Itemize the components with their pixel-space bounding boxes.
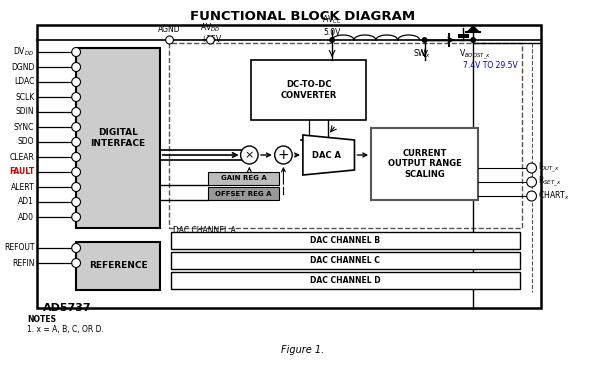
Circle shape bbox=[72, 138, 80, 146]
Text: AV$_{DD}$
+15V: AV$_{DD}$ +15V bbox=[200, 21, 221, 44]
Circle shape bbox=[72, 62, 80, 72]
Bar bbox=[208, 172, 278, 185]
Text: CHART$_x$: CHART$_x$ bbox=[539, 190, 570, 202]
Circle shape bbox=[72, 123, 80, 131]
Bar bbox=[169, 43, 522, 228]
Text: DAC CHANNEL B: DAC CHANNEL B bbox=[310, 236, 380, 245]
Circle shape bbox=[72, 47, 80, 57]
Text: SDIN: SDIN bbox=[16, 108, 34, 116]
Text: REFERENCE: REFERENCE bbox=[88, 261, 148, 270]
Polygon shape bbox=[467, 26, 479, 32]
Bar bbox=[208, 187, 278, 200]
Text: SW$_x$: SW$_x$ bbox=[413, 48, 431, 61]
Text: 1. x = A, B, C, OR D.: 1. x = A, B, C, OR D. bbox=[28, 325, 104, 334]
Text: V$_{BOOST\_x}$: V$_{BOOST\_x}$ bbox=[459, 48, 491, 62]
Circle shape bbox=[72, 92, 80, 101]
Circle shape bbox=[72, 243, 80, 253]
Text: SCLK: SCLK bbox=[15, 92, 34, 101]
Bar bbox=[251, 60, 366, 120]
Circle shape bbox=[329, 37, 335, 43]
Text: R$_{SET\_x}$: R$_{SET\_x}$ bbox=[539, 175, 562, 189]
Text: DC-TO-DC
CONVERTER: DC-TO-DC CONVERTER bbox=[280, 80, 337, 100]
Circle shape bbox=[241, 146, 258, 164]
Text: CLEAR: CLEAR bbox=[9, 153, 34, 161]
Text: REFIN: REFIN bbox=[12, 258, 34, 268]
Circle shape bbox=[527, 177, 536, 187]
Circle shape bbox=[527, 191, 536, 201]
Circle shape bbox=[72, 108, 80, 116]
Text: FUNCTIONAL BLOCK DIAGRAM: FUNCTIONAL BLOCK DIAGRAM bbox=[191, 10, 415, 23]
Text: DIGITAL
INTERFACE: DIGITAL INTERFACE bbox=[90, 128, 146, 148]
Text: DAC CHANNEL A: DAC CHANNEL A bbox=[173, 226, 237, 235]
Text: FAULT: FAULT bbox=[9, 168, 34, 177]
Text: GAIN REG A: GAIN REG A bbox=[221, 176, 267, 181]
Text: SDO: SDO bbox=[18, 138, 34, 146]
Polygon shape bbox=[303, 135, 355, 175]
Bar bbox=[76, 242, 160, 290]
Text: NOTES: NOTES bbox=[28, 315, 57, 324]
Text: DGND: DGND bbox=[11, 62, 34, 72]
Text: 7.4V TO 29.5V: 7.4V TO 29.5V bbox=[463, 61, 518, 69]
Text: AD0: AD0 bbox=[18, 212, 34, 222]
Text: AD5737: AD5737 bbox=[43, 303, 91, 313]
Bar bbox=[76, 48, 160, 228]
Circle shape bbox=[275, 146, 292, 164]
Text: LDAC: LDAC bbox=[14, 77, 34, 87]
Text: Figure 1.: Figure 1. bbox=[281, 345, 325, 355]
Text: I$_{OUT\_x}$: I$_{OUT\_x}$ bbox=[539, 161, 560, 175]
Text: OFFSET REG A: OFFSET REG A bbox=[215, 191, 272, 196]
Bar bbox=[171, 232, 520, 249]
Text: DV$_{DD}$: DV$_{DD}$ bbox=[13, 46, 34, 58]
Text: ALERT: ALERT bbox=[11, 182, 34, 192]
Circle shape bbox=[72, 182, 80, 192]
Bar bbox=[171, 272, 520, 289]
Bar bbox=[371, 128, 478, 200]
Text: REFOUT: REFOUT bbox=[4, 243, 34, 253]
Circle shape bbox=[527, 163, 536, 173]
Circle shape bbox=[72, 153, 80, 161]
Text: DAC CHANNEL D: DAC CHANNEL D bbox=[310, 276, 381, 285]
Circle shape bbox=[422, 37, 428, 43]
Circle shape bbox=[72, 77, 80, 87]
Circle shape bbox=[206, 36, 214, 44]
Circle shape bbox=[470, 37, 476, 43]
Text: ×: × bbox=[245, 150, 254, 160]
Circle shape bbox=[72, 168, 80, 177]
Circle shape bbox=[72, 258, 80, 268]
Bar bbox=[171, 252, 520, 269]
Text: AD1: AD1 bbox=[18, 197, 34, 207]
Text: DAC A: DAC A bbox=[312, 150, 341, 160]
Circle shape bbox=[166, 36, 173, 44]
Circle shape bbox=[72, 212, 80, 222]
Text: CURRENT
OUTPUT RANGE
SCALING: CURRENT OUTPUT RANGE SCALING bbox=[388, 149, 461, 179]
Circle shape bbox=[72, 197, 80, 207]
Text: +: + bbox=[278, 148, 289, 162]
Text: AGND: AGND bbox=[158, 25, 181, 34]
Text: SYNC: SYNC bbox=[14, 123, 34, 131]
Text: DAC CHANNEL C: DAC CHANNEL C bbox=[310, 256, 380, 265]
Bar bbox=[37, 25, 542, 308]
Text: AV$_{CC}$
5.0V: AV$_{CC}$ 5.0V bbox=[322, 14, 342, 37]
